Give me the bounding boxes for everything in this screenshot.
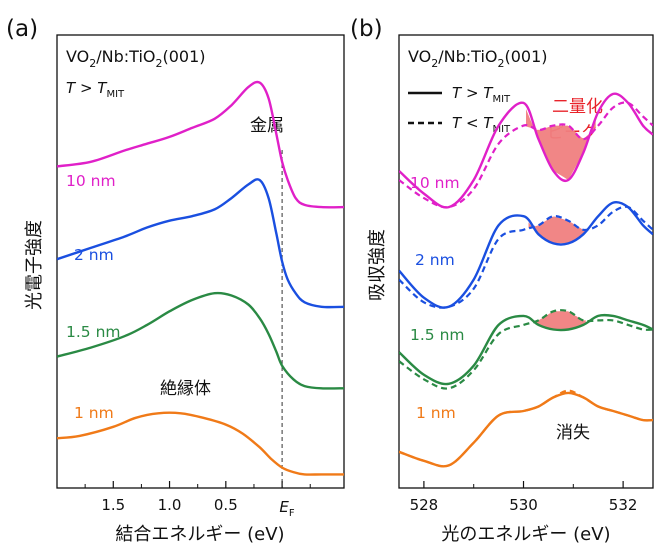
panel-b-sample-title-p0: VO [408, 47, 431, 66]
panel-b-vanish-annotation: 消失 [556, 423, 590, 443]
series-a-1-nm [57, 411, 344, 476]
panel-a-cond-t2: T [97, 79, 108, 97]
panel-b-sample-title-p1: /Nb:TiO [438, 47, 497, 66]
panel-a-cond-op: > [75, 79, 97, 97]
series-b-10-nm-below [399, 101, 653, 209]
panel-b-y-title: 吸収強度 [367, 229, 388, 301]
legend-solid-t: T [452, 84, 463, 102]
panel-b-label: (b) [350, 16, 383, 42]
panel-a-condition: T > TMIT [66, 79, 125, 100]
series-b-2-nm-above [399, 200, 653, 309]
panel-a-sample-title-p1: /Nb:TiO [96, 47, 155, 66]
panel-a-plot-area [57, 80, 344, 488]
a-xtick-label: 0.5 [214, 496, 238, 514]
series-b-10-nm-above [399, 92, 653, 209]
panel-b-sample-title-p2: (001) [505, 47, 548, 66]
b-xtick-label: 530 [509, 496, 538, 514]
panel-a-sample-title-sub1: 2 [156, 57, 163, 70]
b-series-label: 1 nm [416, 404, 456, 422]
legend-dashed-t2: T [483, 114, 494, 132]
panel-b-series-labels: 10 nm 2 nm 1.5 nm 1 nm [410, 174, 465, 422]
panel-a-sample-title-sub0: 2 [89, 57, 96, 70]
a-xtick-label: 1.0 [158, 496, 182, 514]
b-series-label: 1.5 nm [410, 326, 465, 344]
legend-dashed-op: < [461, 114, 483, 132]
panel-a-frame [56, 34, 345, 489]
panel-a-insulator-annotation: 絶縁体 [160, 379, 211, 399]
panel-b-peak-annotation-line1: 二量化 [552, 97, 603, 117]
panel-a-sample-title: VO2/Nb:TiO2(001) [66, 47, 206, 70]
panel-b-sample-title-sub1: 2 [498, 57, 505, 70]
legend-solid-sub: MIT [492, 94, 511, 105]
panel-b-sample-title: VO2/Nb:TiO2(001) [408, 47, 548, 70]
legend-solid-t2: T [483, 84, 494, 102]
b-series-label: 10 nm [410, 174, 460, 192]
panel-b-frame [398, 34, 654, 489]
b-series-label: 2 nm [415, 251, 455, 269]
series-b-1-5-nm-below [399, 309, 653, 390]
legend-solid-label: T > TMIT [452, 84, 511, 105]
peak-shade-1-5-nm [536, 311, 586, 330]
a-series-label: 1 nm [74, 404, 114, 422]
panel-a-cond-t: T [66, 79, 77, 97]
b-xtick-label: 528 [410, 496, 439, 514]
legend-dashed-label: T < TMIT [452, 114, 511, 135]
a-series-label: 2 nm [74, 246, 114, 264]
series-a-1-5-nm [57, 291, 344, 390]
panel-a-series-labels: 10 nm 2 nm 1.5 nm 1 nm [66, 172, 121, 422]
panel-a-fermi-sub: F [289, 508, 295, 519]
panel-a-x-axis: 1.5 1.0 0.5 [84, 481, 311, 514]
peak-shade-2-nm [528, 216, 589, 244]
a-xtick-label: 1.5 [101, 496, 125, 514]
panel-a-metal-annotation: 金属 [250, 116, 284, 136]
panel-a-cond-sub: MIT [106, 89, 125, 100]
panel-b-peak-shading [526, 109, 596, 330]
panel-b-x-title: 光のエネルギー (eV) [441, 524, 610, 545]
panel-a-label: (a) [6, 16, 38, 42]
panel-b-plot-area [399, 92, 653, 468]
series-b-1-nm-below [399, 389, 653, 468]
series-a-2-nm [57, 178, 344, 309]
panel-a-fermi-e: E [279, 498, 289, 516]
series-a-10-nm [57, 80, 344, 209]
panel-a-sample-title-p2: (001) [163, 47, 206, 66]
a-series-label: 10 nm [66, 172, 116, 190]
panel-a-x-title: 結合エネルギー (eV) [115, 524, 284, 545]
legend-solid-op: > [461, 84, 483, 102]
b-xtick-label: 532 [609, 496, 638, 514]
legend-dashed-t: T [452, 114, 463, 132]
legend-dashed-sub: MIT [492, 124, 511, 135]
panel-a-fermi-label: EF [279, 498, 294, 519]
a-series-label: 1.5 nm [66, 323, 121, 341]
panel-a-sample-title-p0: VO [66, 47, 89, 66]
series-b-1-5-nm-above [399, 313, 653, 386]
panel-b-sample-title-sub0: 2 [431, 57, 438, 70]
panel-a-y-title: 光電子強度 [24, 220, 45, 310]
peak-shade-10-nm [526, 109, 596, 180]
panel-b-x-axis: 528 530 532 [410, 481, 638, 514]
